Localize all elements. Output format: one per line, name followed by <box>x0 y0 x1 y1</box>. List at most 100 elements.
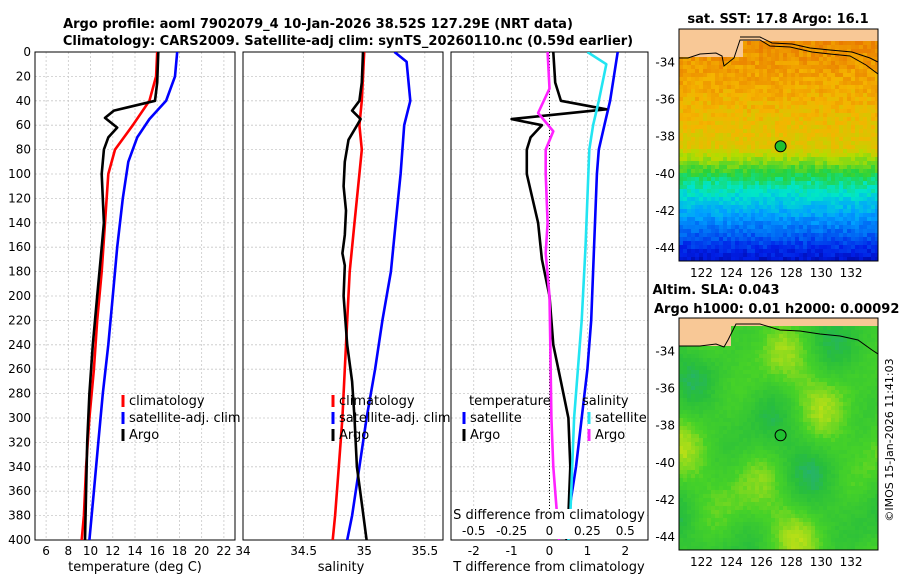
sst-cell <box>843 197 847 201</box>
sst-cell <box>871 89 875 93</box>
sst-cell <box>679 257 683 261</box>
sst-cell <box>859 77 863 81</box>
sla-cell <box>723 462 727 466</box>
sla-cell <box>875 454 878 458</box>
sst-cell <box>719 29 723 33</box>
sst-cell <box>791 201 795 205</box>
sst-cell <box>743 149 747 153</box>
sst-cell <box>711 89 715 93</box>
sla-cell <box>715 466 719 470</box>
sla-cell <box>819 370 823 374</box>
sla-cell <box>755 458 759 462</box>
sst-cell <box>863 93 867 97</box>
sla-cell <box>755 354 759 358</box>
sst-cell <box>779 129 783 133</box>
x-tick-label: 6 <box>42 544 50 558</box>
sla-cell <box>683 382 687 386</box>
sla-cell <box>815 390 819 394</box>
sla-cell <box>723 334 727 338</box>
sla-cell <box>875 406 878 410</box>
sst-cell <box>751 209 755 213</box>
sst-cell <box>759 33 763 37</box>
sst-cell <box>691 161 695 165</box>
sst-cell <box>719 133 723 137</box>
sst-cell <box>819 93 823 97</box>
sla-cell <box>839 338 843 342</box>
sla-cell <box>827 334 831 338</box>
sla-cell <box>763 350 767 354</box>
sla-cell <box>871 334 875 338</box>
sla-cell <box>707 322 711 326</box>
sst-cell <box>771 101 775 105</box>
sla-cell <box>679 438 683 442</box>
sla-cell <box>767 466 771 470</box>
sst-cell <box>831 209 835 213</box>
sst-cell <box>827 245 831 249</box>
sla-cell <box>815 450 819 454</box>
sst-cell <box>783 101 787 105</box>
sst-cell <box>779 133 783 137</box>
sst-cell <box>703 197 707 201</box>
sst-cell <box>719 181 723 185</box>
sla-cell <box>751 350 755 354</box>
sst-cell <box>727 93 731 97</box>
sst-cell <box>823 121 827 125</box>
sst-cell <box>695 161 699 165</box>
sst-cell <box>771 121 775 125</box>
sla-cell <box>707 418 711 422</box>
sla-cell <box>827 458 831 462</box>
sla-cell <box>679 346 683 350</box>
sla-cell <box>719 378 723 382</box>
sst-cell <box>795 129 799 133</box>
sst-cell <box>863 113 867 117</box>
sst-cell <box>799 57 803 61</box>
sst-cell <box>735 169 739 173</box>
sla-cell <box>843 394 847 398</box>
sla-cell <box>791 322 795 326</box>
sla-cell <box>859 442 863 446</box>
sla-cell <box>779 382 783 386</box>
sst-cell <box>715 37 719 41</box>
sla-cell <box>731 450 735 454</box>
sla-cell <box>727 362 731 366</box>
sla-cell <box>751 410 755 414</box>
sst-cell <box>847 73 851 77</box>
sla-cell <box>811 386 815 390</box>
sla-cell <box>811 450 815 454</box>
sst-cell <box>683 85 687 89</box>
sla-cell <box>847 410 851 414</box>
sla-cell <box>727 346 731 350</box>
sla-cell <box>719 466 723 470</box>
sla-cell <box>771 354 775 358</box>
sst-cell <box>807 193 811 197</box>
sst-cell <box>743 253 747 257</box>
sla-cell <box>771 446 775 450</box>
sst-cell <box>859 229 863 233</box>
sla-cell <box>819 426 823 430</box>
sst-cell <box>851 141 855 145</box>
sla-cell <box>687 394 691 398</box>
sla-cell <box>723 422 727 426</box>
sla-cell <box>699 362 703 366</box>
sla-cell <box>711 382 715 386</box>
sst-cell <box>707 69 711 73</box>
sst-cell <box>783 165 787 169</box>
sst-cell <box>683 33 687 37</box>
sst-cell <box>735 73 739 77</box>
sla-cell <box>823 338 827 342</box>
sst-cell <box>707 245 711 249</box>
sst-cell <box>775 49 779 53</box>
sla-cell <box>839 382 843 386</box>
sla-cell <box>763 394 767 398</box>
sla-cell <box>871 346 875 350</box>
sst-cell <box>863 233 867 237</box>
sst-cell <box>703 245 707 249</box>
sst-cell <box>831 129 835 133</box>
sst-cell <box>819 101 823 105</box>
sla-cell <box>687 442 691 446</box>
sst-cell <box>703 205 707 209</box>
sst-cell <box>735 29 739 33</box>
sst-cell <box>727 161 731 165</box>
sst-cell <box>771 157 775 161</box>
sla-cell <box>779 338 783 342</box>
